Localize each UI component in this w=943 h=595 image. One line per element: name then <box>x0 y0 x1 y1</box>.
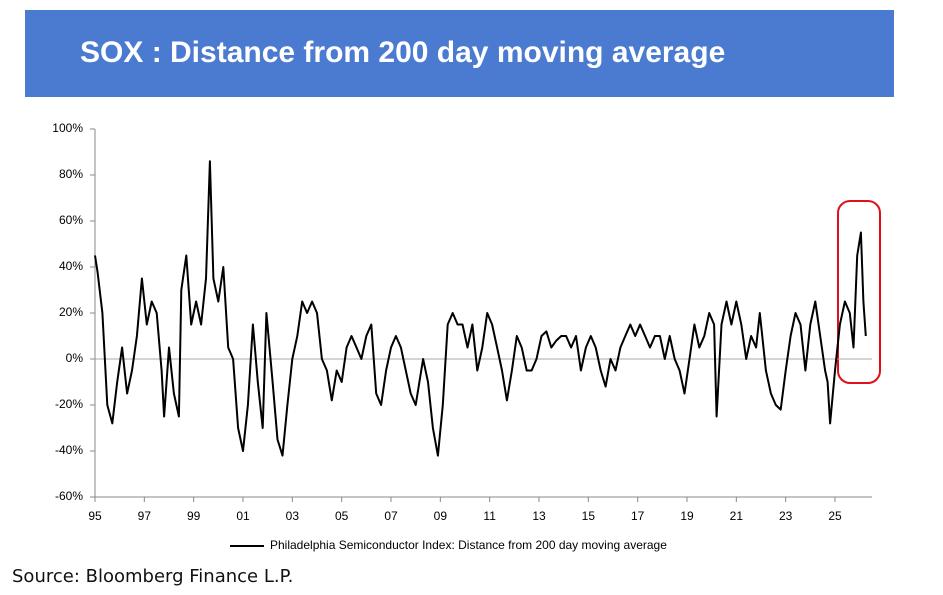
x-tick-label: 19 <box>680 509 694 523</box>
x-tick-label: 07 <box>384 509 398 523</box>
title-banner <box>25 10 894 97</box>
x-tick-label: 23 <box>779 509 793 523</box>
source: Source: Bloomberg Finance L.P. <box>12 566 293 587</box>
y-tick-label: 20% <box>59 305 83 319</box>
legend-label: Philadelphia Semiconductor Index: Distan… <box>270 538 667 552</box>
data-line <box>94 160 867 457</box>
x-tick-label: 11 <box>483 509 496 523</box>
x-tick-label: 21 <box>730 509 744 523</box>
y-tick-label: 80% <box>59 167 83 181</box>
x-tick-label: 97 <box>138 509 152 523</box>
x-tick-label: 15 <box>582 509 596 523</box>
y-tick-label: 40% <box>59 259 83 273</box>
y-tick-label: 60% <box>59 213 83 227</box>
x-tick-label: 95 <box>88 509 102 523</box>
y-tick-label: -40% <box>55 443 83 457</box>
x-tick-label: 17 <box>631 509 645 523</box>
x-tick-label: 01 <box>236 509 250 523</box>
x-tick-label: 03 <box>286 509 300 523</box>
x-tick-label: 09 <box>434 509 448 523</box>
y-tick-label: 100% <box>52 121 83 135</box>
x-tick-label: 25 <box>828 509 842 523</box>
x-tick-label: 13 <box>532 509 546 523</box>
x-tick-label: 05 <box>335 509 349 523</box>
y-tick-label: 0% <box>66 351 84 365</box>
y-tick-label: -20% <box>55 397 83 411</box>
x-tick-label: 99 <box>187 509 201 523</box>
highlight-box <box>837 200 881 384</box>
chart-title: SOX : Distance from 200 day moving avera… <box>80 36 725 69</box>
y-tick-label: -60% <box>55 489 83 503</box>
